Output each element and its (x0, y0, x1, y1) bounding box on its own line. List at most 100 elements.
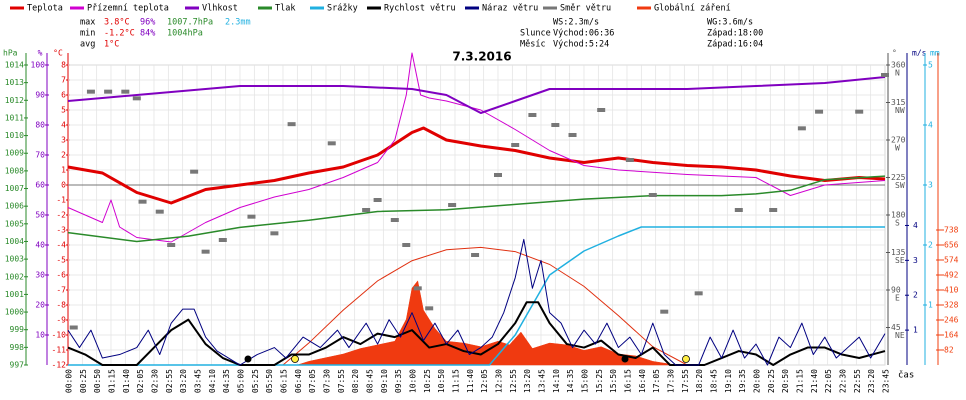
y-tick-label: 315 (891, 98, 906, 107)
y-tick-label: 1011 (5, 113, 24, 122)
x-tick-label: 20:25 (767, 369, 776, 393)
y-tick-label: 70 (35, 151, 45, 160)
series-line (68, 226, 885, 366)
x-tick-label: 22:05 (824, 369, 833, 393)
stat-text: 1°C (104, 40, 119, 50)
x-tick-label: 18:45 (710, 369, 719, 393)
y-tick-label: 246 (944, 316, 959, 325)
x-tick-label: 17:30 (667, 369, 676, 393)
direction-point (287, 122, 296, 127)
y-tick-label: 1010 (5, 131, 24, 140)
info-text: Východ:5:24 (553, 40, 609, 50)
direction-point (694, 291, 703, 296)
direction-point (660, 309, 669, 314)
axis-unit: °C (53, 49, 63, 58)
direction-point (494, 173, 502, 177)
x-tick-label: 10:25 (423, 369, 432, 393)
x-tick-label: 03:45 (194, 369, 203, 393)
legend-label: Vlhkost (202, 4, 238, 14)
radiation-area (297, 280, 682, 366)
legend-label: Teplota (27, 4, 63, 14)
stat-text: max (80, 18, 95, 28)
direction-point (855, 109, 864, 114)
x-tick-label: 07:30 (323, 369, 332, 393)
x-tick-label: 03:20 (179, 369, 188, 393)
sunset-dot (682, 355, 690, 363)
series-line (67, 76, 886, 114)
compass-label: W (895, 144, 900, 153)
direction-point (121, 89, 130, 94)
direction-point (132, 96, 141, 101)
stat-text: min (80, 29, 95, 39)
series-line (67, 52, 886, 243)
y-tick-label: 738 (944, 226, 959, 235)
x-axis-label: čas (898, 370, 914, 381)
direction-point (625, 158, 634, 162)
x-tick-label: 16:40 (638, 369, 647, 393)
x-tick-label: 13:45 (538, 369, 547, 393)
stat-text: 1004hPa (167, 29, 203, 39)
y-tick-label: 82 (944, 346, 954, 355)
moonrise-dot (244, 355, 252, 363)
direction-point (138, 199, 147, 204)
y-tick-label: -2 (56, 211, 66, 220)
sunrise-dot (291, 355, 299, 363)
axis-unit: % (38, 49, 43, 58)
direction-point (551, 123, 560, 127)
x-tick-label: 11:40 (466, 369, 475, 393)
y-tick-label: 656 (944, 241, 959, 250)
legend-label: Tlak (275, 4, 295, 14)
y-tick-label: 2 (61, 151, 66, 160)
compass-label: E (895, 294, 900, 303)
info-text: WG:3.6m/s (707, 18, 753, 28)
y-tick-label: 8 (61, 61, 66, 70)
y-tick-label: -9 (56, 316, 66, 325)
y-tick-label: 20 (35, 301, 45, 310)
x-tick-label: 16:15 (624, 369, 633, 393)
x-tick-label: 10:50 (437, 369, 446, 393)
axis-unit: m/s (912, 49, 927, 58)
series-line (67, 126, 886, 205)
x-tick-label: 14:10 (552, 369, 561, 393)
y-tick-label: 1006 (5, 202, 24, 211)
x-tick-label: 04:35 (222, 369, 231, 393)
y-tick-label: 1012 (5, 96, 24, 105)
y-tick-label: 7 (61, 76, 66, 85)
y-tick-label: 574 (944, 256, 959, 265)
direction-point (104, 89, 113, 94)
direction-point (511, 143, 520, 147)
compass-label: N (895, 69, 900, 78)
x-tick-label: 05:25 (251, 369, 260, 393)
y-tick-label: -8 (56, 301, 66, 310)
y-tick-label: -6 (56, 271, 66, 280)
direction-point (528, 113, 537, 117)
x-tick-label: 22:55 (853, 369, 862, 393)
axis-unit: mm (930, 49, 940, 58)
info-text: Slunce (520, 29, 551, 39)
y-tick-label: 1 (913, 326, 918, 335)
clear-sky-curve (282, 246, 688, 366)
direction-point (815, 109, 824, 114)
x-tick-label: 12:30 (495, 369, 504, 393)
y-tick-label: 90 (35, 91, 45, 100)
direction-point (247, 214, 256, 219)
y-tick-label: 1008 (5, 166, 24, 175)
info-text: Západ:18:00 (707, 29, 763, 39)
x-tick-label: 14:35 (566, 369, 575, 393)
y-tick-label: 180 (891, 211, 906, 220)
y-tick-label: 1005 (5, 219, 24, 228)
direction-point (471, 253, 480, 257)
y-tick-label: 998 (10, 343, 25, 352)
direction-point (769, 208, 778, 212)
y-tick-label: 2 (913, 291, 918, 300)
y-tick-label: 3 (61, 136, 66, 145)
direction-point (69, 325, 78, 330)
info-text: WS:2.3m/s (553, 18, 599, 28)
x-tick-label: 05:00 (237, 369, 246, 393)
y-tick-label: 45 (891, 323, 901, 332)
y-tick-label: 1007 (5, 184, 24, 193)
y-tick-label: 90 (891, 286, 901, 295)
stat-text: 2.3mm (225, 18, 251, 28)
y-tick-label: 1000 (5, 308, 24, 317)
